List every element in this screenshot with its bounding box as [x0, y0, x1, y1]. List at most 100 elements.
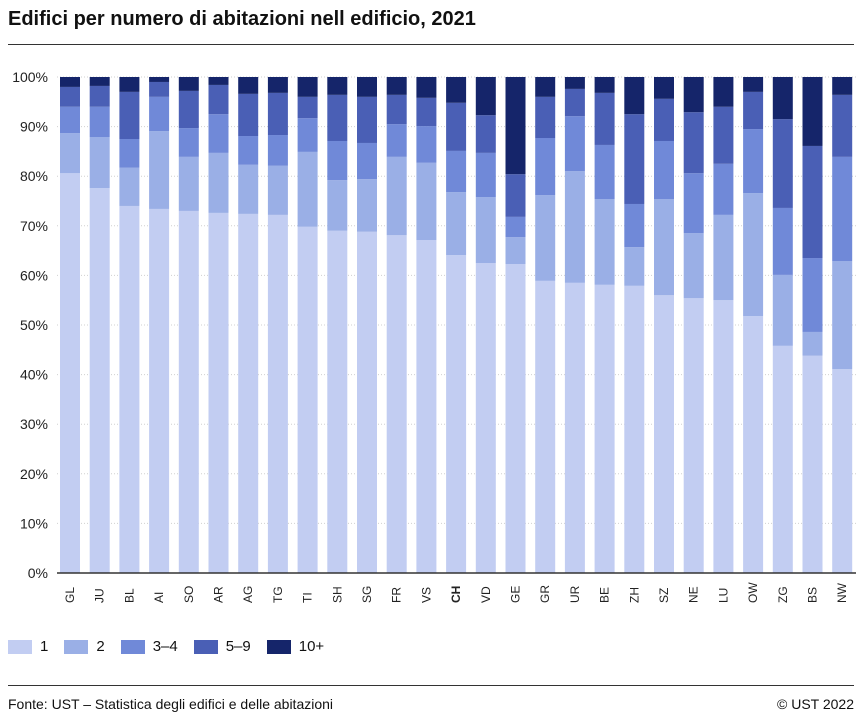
x-tick-label: BL	[122, 588, 136, 603]
legend-swatch	[120, 639, 145, 654]
x-tick-label: AR	[212, 586, 226, 603]
y-tick-label: 0%	[28, 565, 48, 581]
x-tick-label: UR	[568, 585, 582, 603]
bar-segment	[772, 207, 793, 275]
legend-swatch	[64, 639, 89, 654]
bar-segment	[654, 295, 674, 573]
x-tick-label: VD	[479, 586, 493, 603]
x-tick-label: GR	[538, 585, 552, 603]
bar-segment	[624, 114, 645, 204]
y-tick-label: 100%	[12, 69, 48, 85]
bar-segment	[89, 77, 110, 86]
chart-title: Edifici per numero di abitazioni nell ed…	[8, 8, 476, 30]
bar-segment	[743, 129, 764, 194]
bar-segment	[297, 151, 318, 227]
bar-segment	[357, 231, 377, 573]
x-tick-label: VS	[419, 587, 433, 603]
bar-segment	[386, 235, 407, 573]
bar-segment	[386, 77, 407, 95]
bar-segment	[505, 77, 526, 175]
bar-segment	[60, 133, 80, 174]
bar-segment	[267, 77, 288, 93]
bar-segment	[178, 210, 199, 574]
bar-segment	[327, 94, 348, 141]
bar-segment	[802, 258, 823, 332]
bar-segment	[149, 131, 170, 209]
bar-segment	[624, 285, 645, 573]
bar-segment	[535, 195, 556, 281]
bar-segment	[772, 345, 793, 573]
bar-segment	[446, 102, 467, 151]
bar-segment	[802, 355, 823, 573]
legend: 1 2 3–4 5–9 10+	[8, 638, 324, 655]
bar-segment	[743, 77, 764, 92]
bar-segment	[772, 119, 793, 208]
x-tick-label: OW	[746, 582, 760, 603]
x-tick-label: TG	[271, 586, 285, 603]
bar-segment	[119, 91, 140, 139]
y-tick-label: 90%	[20, 119, 48, 135]
bar-segment	[743, 316, 764, 573]
bar-segment	[149, 81, 170, 97]
y-tick-label: 80%	[20, 168, 48, 184]
bar-segment	[416, 240, 437, 573]
bar-segment	[594, 199, 615, 285]
bar-segment	[535, 280, 556, 573]
y-tick-label: 50%	[20, 317, 48, 333]
bar-segment	[683, 173, 704, 234]
bar-segment	[683, 233, 704, 299]
legend-label: 1	[40, 638, 49, 655]
bar-segment	[238, 164, 259, 214]
bar-segment	[772, 274, 793, 346]
bar-segment	[89, 188, 110, 573]
bar-segment	[297, 226, 318, 574]
bar-segment	[654, 98, 674, 141]
x-tick-label: AI	[152, 592, 166, 603]
bar-segment	[564, 88, 585, 117]
x-tick-label: NE	[687, 586, 701, 603]
bar-segment	[505, 216, 526, 238]
bar-segment	[178, 128, 199, 157]
bar-segment	[743, 91, 764, 130]
y-tick-label: 70%	[20, 218, 48, 234]
x-tick-label: GL	[63, 587, 77, 603]
bar-segment	[178, 77, 199, 91]
bar-segment	[60, 106, 80, 134]
bar-segment	[832, 369, 853, 573]
bar-segment	[505, 237, 526, 264]
bar-segment	[654, 199, 674, 296]
bar-segment	[624, 77, 645, 115]
bar-segment	[624, 203, 645, 248]
bar-segment	[475, 263, 496, 573]
x-tick-label: CH	[449, 586, 463, 603]
bar-segment	[357, 96, 377, 143]
source-note: Fonte: UST – Statistica degli edifici e …	[8, 696, 334, 712]
bar-segment	[297, 96, 318, 119]
x-tick-label: SZ	[657, 588, 671, 603]
bar-segment	[802, 77, 823, 146]
bar-segment	[208, 77, 229, 85]
legend-item: 2	[64, 638, 105, 655]
x-tick-label: SH	[330, 586, 344, 603]
x-tick-label: NW	[835, 582, 849, 603]
bar-segment	[832, 156, 853, 262]
bar-segment	[743, 193, 764, 317]
legend-swatch	[193, 639, 218, 654]
bar-segment	[89, 137, 110, 189]
x-tick-label: AG	[241, 586, 255, 603]
bar-segment	[416, 126, 437, 163]
legend-swatch	[266, 639, 291, 654]
x-tick-label: ZH	[627, 587, 641, 603]
bar-segment	[178, 90, 199, 129]
bar-segment	[475, 77, 496, 116]
bar-segment	[654, 140, 674, 200]
bar-segment	[149, 77, 170, 82]
bar-segment	[446, 255, 467, 573]
bar-segment	[386, 156, 407, 236]
bar-segment	[119, 205, 140, 573]
bar-segment	[624, 247, 645, 286]
bar-segment	[60, 86, 80, 107]
bar-segment	[386, 94, 407, 125]
footer-divider	[8, 685, 854, 686]
title-divider	[8, 44, 854, 45]
